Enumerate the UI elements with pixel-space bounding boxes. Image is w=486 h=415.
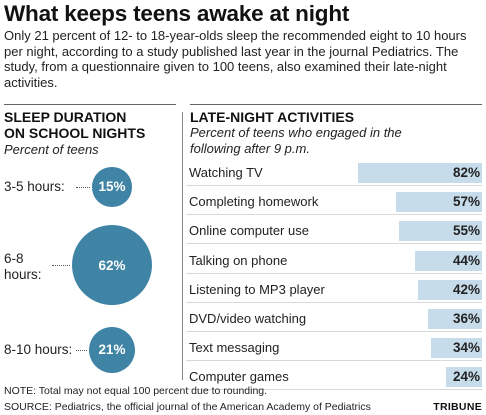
sleep-leader-dots	[76, 350, 87, 351]
activity-label: Talking on phone	[189, 252, 288, 268]
activity-value-label: 36%	[452, 311, 480, 326]
activity-value-label: 55%	[452, 223, 480, 239]
sleep-category-label: 8-10 hours:	[4, 342, 73, 357]
activity-label: Completing homework	[189, 194, 319, 210]
activity-bar	[418, 279, 482, 300]
activity-bar	[445, 367, 482, 388]
activity-value-label: 42%	[452, 281, 480, 297]
activity-value-label: 82%	[452, 165, 480, 180]
activity-row: DVD/video watching 36%	[186, 307, 482, 332]
activity-label: Online computer use	[189, 223, 309, 239]
sleep-section-heading: SLEEP DURATION ON SCHOOL NIGHTS	[4, 109, 146, 141]
activity-value-label: 34%	[452, 340, 480, 356]
sleep-leader-dots	[76, 187, 91, 188]
sleep-leader-dots	[52, 265, 70, 266]
activities-section-subheading: Percent of teens who engaged in the foll…	[190, 125, 402, 156]
sleep-category-label: 6-8 hours:	[4, 251, 42, 282]
brand-credit: TRIBUNE	[433, 401, 482, 413]
activity-label: Text messaging	[189, 340, 280, 356]
activity-bar	[358, 163, 482, 183]
activity-row: Online computer use 55%	[186, 219, 482, 245]
sleep-bubble: 62%	[72, 225, 152, 305]
left-section-rule	[4, 104, 176, 105]
activity-value-label: 44%	[452, 252, 480, 268]
activity-row: Listening to MP3 player 42%	[186, 278, 482, 303]
footer-note: NOTE: Total may not equal 100 percent du…	[4, 385, 268, 397]
sleep-bubble: 21%	[88, 326, 136, 374]
activity-row: Text messaging 34%	[186, 336, 482, 362]
sleep-category-label: 3-5 hours:	[4, 179, 65, 194]
footer-source: SOURCE: Pediatrics, the official journal…	[4, 401, 371, 413]
sleep-section-subheading: Percent of teens	[4, 142, 99, 157]
section-divider	[182, 112, 183, 380]
activity-row: Talking on phone 44%	[186, 249, 482, 274]
activities-section-heading: LATE-NIGHT ACTIVITIES	[190, 109, 355, 125]
activity-bar	[415, 250, 482, 271]
right-section-rule	[190, 104, 482, 105]
sleep-bubble: 15%	[92, 167, 132, 207]
activity-row: Computer games 24%	[186, 365, 482, 391]
activity-label: Watching TV	[189, 165, 263, 180]
activity-label: DVD/video watching	[189, 311, 307, 326]
activity-label: Computer games	[189, 369, 289, 385]
activity-value-label: 24%	[452, 369, 480, 385]
chart-title: What keeps teens awake at night	[4, 1, 350, 26]
intro-text: Only 21 percent of 12- to 18-year-olds s…	[4, 28, 467, 90]
activity-bar	[427, 309, 482, 329]
activity-bar	[395, 192, 482, 213]
activity-value-label: 57%	[452, 194, 480, 210]
activity-bar	[398, 221, 482, 242]
activity-label: Listening to MP3 player	[189, 281, 325, 297]
activity-row: Completing homework 57%	[186, 190, 482, 216]
activity-bar	[430, 338, 482, 359]
activity-row: Watching TV 82%	[186, 161, 482, 186]
